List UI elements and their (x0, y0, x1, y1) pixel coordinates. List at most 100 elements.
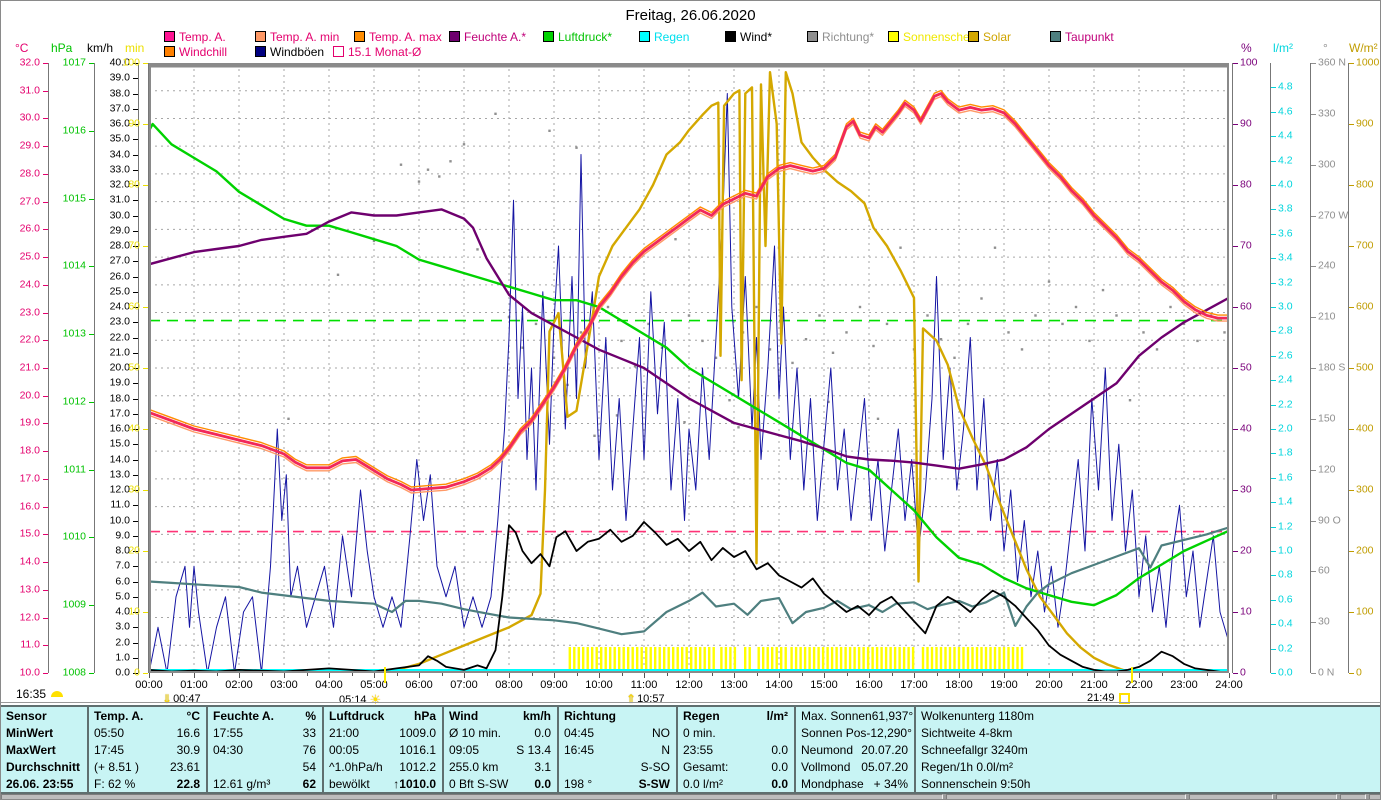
temp-a-label: Temp. A. (179, 29, 226, 44)
axis-lm2-label: 0.6 (1278, 593, 1293, 606)
axis-lm2-tick (1271, 648, 1276, 650)
axis-temp-tick (43, 423, 48, 425)
sunshine-bar (844, 647, 847, 673)
moon-down-arrow-icon: ⇓ (162, 692, 173, 706)
series-temp (149, 92, 1229, 492)
axis-dir-label: 300 (1318, 158, 1336, 171)
legend-temp-a-min[interactable]: Temp. A. min (255, 30, 339, 44)
legend-feuchte[interactable]: Feuchte A.* (449, 30, 526, 44)
table-column-8: Wolkenunterg 1180m Sichtweite 4-8km Schnee… (916, 707, 1380, 792)
axis-lm2-label: 3.8 (1278, 202, 1293, 215)
table-row: 12.61 g/m³ 62 (208, 775, 322, 792)
legend-temp-a-max[interactable]: Temp. A. max (354, 30, 442, 44)
sunshine-bar (733, 647, 737, 673)
sunshine-bar (604, 647, 607, 673)
legend-regen[interactable]: Regen (639, 30, 689, 44)
time-tick (1229, 673, 1230, 678)
update-time: 16:35 (16, 687, 64, 701)
axis-sun_min-tick (143, 551, 148, 552)
table-row: Neumond 20.07.20 (796, 741, 914, 758)
axis-line-pct (1232, 63, 1233, 673)
series-temp_max (149, 89, 1229, 488)
time-label: 08:00 (495, 679, 523, 691)
legend-windboeen[interactable]: Windböen (255, 45, 324, 59)
cell-label: Mondphase (801, 776, 864, 791)
legend-wind[interactable]: Wind* (725, 30, 772, 44)
time-tick (1004, 673, 1005, 678)
table-row: Sonnen Pos -12,290° (796, 724, 914, 741)
sunshine-bar (631, 647, 634, 673)
legend-solar[interactable]: Solar (968, 30, 1011, 44)
direction-dot (1088, 339, 1091, 343)
time-label: 00:00 (135, 679, 163, 691)
sunshine-bar (720, 647, 723, 673)
axis-lm2-label: 4.2 (1278, 154, 1293, 167)
time-halftick (846, 673, 848, 676)
time-halftick (306, 673, 308, 676)
axis-temp-label: 27.0 (19, 195, 40, 208)
sunshine-bar (953, 647, 956, 673)
sunshine-bar (812, 647, 816, 673)
cell-label: 17:45 (94, 742, 125, 757)
axis-hpa-label: 1009 (62, 598, 86, 611)
axis-kmh-tick (133, 337, 138, 339)
direction-dot (926, 314, 929, 317)
axis-wm2-tick (1349, 551, 1354, 552)
legend-taupunkt[interactable]: Taupunkt (1050, 30, 1114, 44)
direction-dot (1007, 331, 1010, 334)
sunshine-bar (794, 647, 798, 673)
sunshine-bar (582, 647, 585, 673)
cell-label: Regen/1h 0.0l/m² (921, 759, 1014, 774)
axis-dir-tick (1311, 215, 1316, 217)
cell-value: 22.8 (176, 776, 200, 791)
table-row: 0 min. (678, 724, 794, 741)
axis-temp-label: 10.0 (19, 666, 40, 679)
temp-a-max-swatch (354, 31, 365, 42)
direction-dot (575, 146, 578, 149)
time-tick (509, 673, 510, 678)
cell-label: Gesamt: (683, 759, 729, 774)
direction-dot (494, 112, 497, 115)
sunshine-bar (775, 647, 778, 673)
legend-monat-avg[interactable]: 15.1 Monat-Ø (333, 45, 421, 59)
table-row: ^1.0hPa/h 1012.2 (324, 758, 442, 775)
axis-temp-tick (43, 63, 48, 64)
time-label: 24:00 (1215, 679, 1243, 691)
sunshine-bar (762, 647, 765, 673)
time-tick (284, 673, 285, 678)
table-row: Schneefallgr 3240m (916, 741, 1380, 758)
sonnenschein-label: Sonnenschein (903, 29, 980, 44)
legend-windchill[interactable]: Windchill (164, 45, 227, 59)
direction-dot (399, 163, 403, 166)
direction-dot (993, 246, 997, 249)
axis-temp-tick (43, 451, 48, 453)
sunshine-bar (975, 647, 979, 673)
sunset-time: 21:49 (1087, 692, 1115, 704)
axis-kmh-label: 33.0 (109, 163, 130, 176)
moon-up-arrow-icon: ⇑ (626, 692, 637, 706)
series-solar (149, 70, 1229, 673)
axis-kmh-label: 29.0 (109, 224, 130, 237)
axis-dir-label: 360 N (1318, 56, 1347, 69)
axis-lm2-label: 3.2 (1278, 276, 1293, 289)
axis-hpa-tick (89, 63, 94, 64)
direction-dot (831, 351, 835, 354)
cell-label: Richtung (564, 708, 616, 723)
time-label: 11:00 (630, 679, 658, 691)
axis-wm2-label: 0 (1356, 666, 1362, 679)
axis-wm2-label: 300 (1356, 483, 1374, 496)
direction-dot (980, 297, 983, 300)
legend-temp-a[interactable]: Temp. A. (164, 29, 226, 44)
sunshine-bar (926, 647, 929, 673)
legend-sonnenschein[interactable]: Sonnenschein (888, 29, 980, 44)
sunshine-bar (708, 647, 711, 673)
legend-richtung[interactable]: Richtung* (807, 30, 874, 44)
axis-lm2-label: 3.4 (1278, 251, 1293, 264)
axis-kmh-label: 36.0 (109, 117, 130, 130)
time-halftick (621, 673, 623, 676)
axis-dir-tick (1311, 622, 1316, 624)
axis-kmh-label: 5.0 (115, 590, 130, 603)
axis-kmh-tick (133, 612, 138, 613)
legend-luftdruck[interactable]: Luftdruck* (543, 30, 612, 44)
direction-dot (714, 356, 718, 359)
